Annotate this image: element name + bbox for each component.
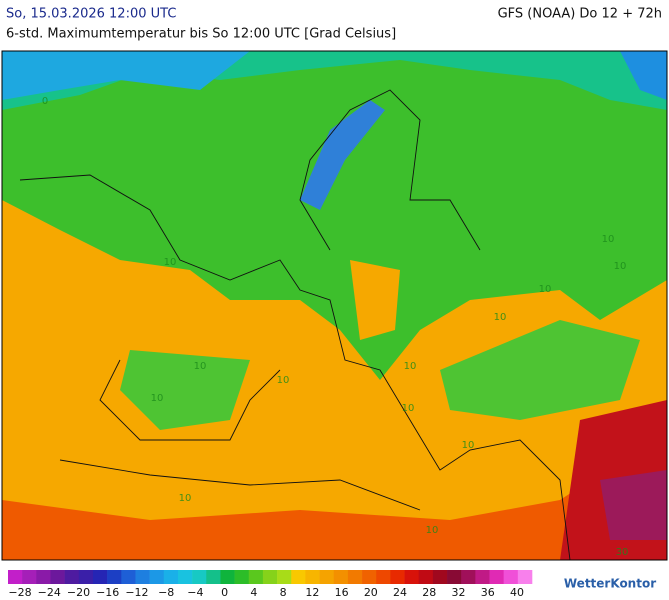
contour-label: 10	[426, 525, 439, 536]
contour-label: 10	[179, 493, 192, 504]
contour-label: 0	[42, 96, 48, 107]
coastline	[19, 89, 571, 560]
contour-label: 10	[539, 284, 552, 295]
legend-swatch	[319, 570, 335, 584]
legend-label: −20	[67, 586, 90, 599]
contour-label: 10	[402, 403, 415, 414]
cold-sea	[2, 51, 250, 100]
legend-swatch	[149, 570, 165, 584]
legend-swatch	[107, 570, 122, 584]
very-hot-east	[600, 470, 667, 540]
legend-swatch	[305, 570, 320, 584]
legend-swatch	[390, 570, 405, 584]
contour-label: 10	[494, 312, 507, 323]
legend-label: 8	[280, 586, 287, 599]
legend-label: −28	[8, 586, 31, 599]
legend-label: 36	[481, 586, 495, 599]
legend-label: 12	[305, 586, 319, 599]
legend-swatch	[135, 570, 150, 584]
legend-swatch	[220, 570, 235, 584]
hot-south	[2, 430, 667, 560]
legend-swatch	[36, 570, 51, 584]
legend-label: −4	[187, 586, 203, 599]
legend-label: −8	[158, 586, 174, 599]
legend-swatch	[333, 570, 349, 584]
scandinavia-cold	[300, 100, 385, 210]
map-frame	[1, 50, 668, 561]
legend-swatch	[234, 570, 250, 584]
legend-label: 20	[364, 586, 378, 599]
legend-swatch	[277, 570, 292, 584]
legend-label: 40	[510, 586, 524, 599]
legend-label: −16	[96, 586, 119, 599]
legend-swatch	[206, 570, 221, 584]
iberia-mild	[120, 350, 250, 430]
legend-label: 16	[335, 586, 349, 599]
model-run: GFS (NOAA) Do 12 + 72h	[498, 7, 662, 22]
contour-label: 10	[614, 261, 627, 272]
contour-label: 10	[194, 361, 207, 372]
contour-label: 10	[277, 375, 290, 386]
legend-swatch	[447, 570, 462, 584]
legend-label: 28	[422, 586, 436, 599]
legend-swatch	[64, 570, 80, 584]
legend-swatch	[418, 570, 434, 584]
legend-swatch	[92, 570, 108, 584]
legend-swatch	[461, 570, 476, 584]
legend-swatch	[22, 570, 37, 584]
legend-swatch	[291, 570, 306, 584]
legend-label: −24	[38, 586, 61, 599]
contour-label: 10	[404, 361, 417, 372]
legend-swatch	[517, 570, 533, 584]
legend-swatch	[248, 570, 264, 584]
legend-swatch	[163, 570, 179, 584]
legend-swatch	[121, 570, 136, 584]
legend-label: −12	[125, 586, 148, 599]
contour-label: 10	[164, 257, 177, 268]
legend-swatch	[489, 570, 504, 584]
legend-swatch	[50, 570, 65, 584]
legend-swatch	[362, 570, 377, 584]
date: So, 15.03.2026 12:00 UTC	[6, 7, 176, 22]
contour-label: 30	[616, 547, 629, 558]
legend-swatch	[262, 570, 278, 584]
legend-swatch	[192, 570, 207, 584]
logo: WetterKontor	[564, 577, 656, 591]
legend: −28 −24 −20 −16 −12 −8 −4 0 4 8 12 16 20 24 28 32 36 40	[8, 570, 533, 599]
legend-label: 0	[221, 586, 228, 599]
legend-swatch	[432, 570, 448, 584]
legend-swatch	[177, 570, 193, 584]
legend-swatch	[347, 570, 363, 584]
subtitle: 6-std. Maximumtemperatur bis So 12:00 UT…	[6, 27, 396, 42]
central-warm	[350, 260, 400, 340]
contour-label: 10	[462, 440, 475, 451]
turkey-mild	[440, 320, 640, 420]
legend-swatch	[78, 570, 94, 584]
legend-label: 24	[393, 586, 407, 599]
mild-region	[2, 51, 667, 380]
legend-swatch	[475, 570, 490, 584]
legend-swatch	[503, 570, 519, 584]
contour-label: 10	[602, 234, 615, 245]
legend-swatch	[404, 570, 420, 584]
cold-east	[620, 51, 667, 100]
legend-swatch	[376, 570, 391, 584]
legend-label: 32	[452, 586, 466, 599]
contour-label: 10	[151, 393, 164, 404]
map: 0 10 10 10 10 10 10 10 10 10 10 10 10 10 30	[1, 50, 668, 561]
legend-swatch	[8, 570, 23, 584]
legend-label: 4	[250, 586, 257, 599]
